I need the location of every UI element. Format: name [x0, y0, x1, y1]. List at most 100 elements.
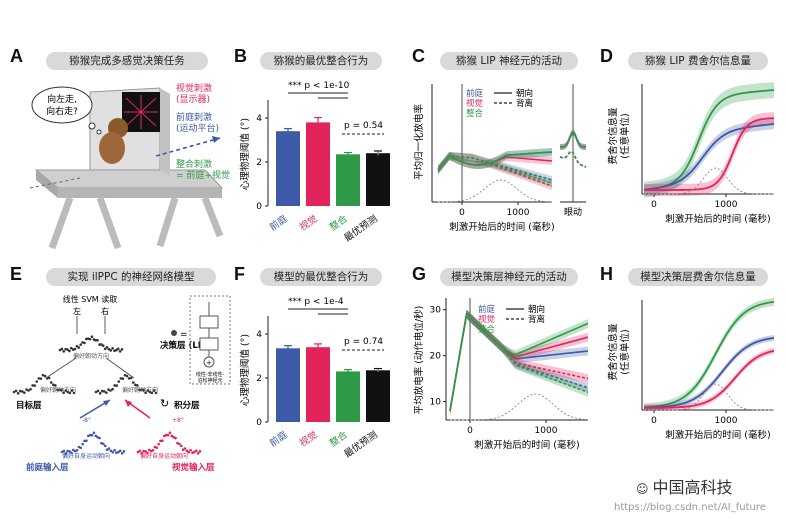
- neuron-dot: [134, 383, 137, 387]
- neuron-dot: [83, 341, 86, 345]
- neuron-dot: [151, 448, 155, 452]
- category-label: 整合: [327, 212, 350, 233]
- neuron-dot: [62, 391, 65, 395]
- panel-letter-b: B: [234, 46, 247, 66]
- neuron-dot: [29, 387, 32, 391]
- neuron-dot: [90, 433, 94, 437]
- confidence-band: [438, 152, 552, 174]
- neuron-dot: [68, 450, 71, 453]
- y-tick-label: 4: [256, 114, 262, 124]
- neuron-dot: [71, 448, 75, 452]
- neuron-dot: [125, 374, 129, 378]
- y-tick-label: 0: [256, 202, 262, 212]
- neuron-dot: [179, 444, 183, 448]
- title-e: 实现 ilPPC 的神经网络模型: [46, 268, 216, 286]
- neuron-dot: [115, 384, 118, 387]
- neuron-dot: [43, 374, 47, 378]
- neuron-dot: [107, 347, 111, 351]
- neuron-dot: [98, 436, 101, 440]
- neuron-dot: [92, 431, 96, 435]
- confidence-band: [438, 152, 552, 187]
- neuron-dot: [56, 388, 59, 392]
- neuron-dot: [94, 434, 98, 438]
- bar: [276, 131, 300, 206]
- neuron-dot: [109, 389, 112, 392]
- neuron-dot: [142, 388, 145, 392]
- legend-vis: 视觉: [466, 98, 484, 109]
- category-label: 前庭: [267, 212, 290, 233]
- neuron-dot: [138, 449, 142, 453]
- neuron-dot: [121, 377, 125, 380]
- right-label: 右: [101, 306, 109, 316]
- neuron-dot: [101, 344, 105, 347]
- neuron-dot: [147, 448, 151, 452]
- y-axis-label-2: (任意单位): [619, 113, 631, 158]
- neuron-dot: [88, 337, 92, 341]
- trace-line: [643, 123, 775, 191]
- vestibular-input-label: 前庭输入层: [26, 462, 69, 473]
- neuron-dot: [66, 390, 70, 394]
- neuron-dot: [187, 450, 191, 454]
- neuron-dot: [60, 347, 64, 351]
- neuron-dot: [70, 451, 73, 455]
- neuron-dot: [115, 348, 118, 352]
- confidence-band: [450, 309, 588, 416]
- neuron-dot: [20, 390, 24, 393]
- neuron-dot: [49, 381, 53, 384]
- neuron-dot: [103, 444, 107, 448]
- neuron-dot: [166, 433, 170, 437]
- y-axis-label-1: 费舍尔信息量: [607, 323, 619, 381]
- neuron-dot: [127, 377, 131, 380]
- legend-toward: 朝向: [516, 88, 533, 99]
- neuron-dot: [107, 447, 111, 450]
- x-tick-label: 0: [459, 208, 465, 218]
- pref-dir-label-2: 偏好朝动方向: [40, 386, 76, 394]
- neuron-dot: [81, 442, 84, 446]
- neuron-dot: [75, 344, 79, 348]
- neuron-dot: [122, 450, 126, 453]
- neuron-dot: [47, 376, 51, 380]
- neuron-dot: [185, 449, 189, 453]
- neuron-dot: [113, 448, 116, 452]
- neuron-dot: [73, 347, 77, 351]
- source-url: https://blog.csdn.net/AI_future: [614, 502, 766, 513]
- panel-letter-c: C: [412, 46, 425, 66]
- neuron-dot: [154, 391, 158, 395]
- neuron-dot: [140, 388, 143, 391]
- title-b: 猕猴的最优整合行为: [260, 52, 382, 70]
- neuron-dot: [62, 350, 66, 353]
- neuron-dot: [70, 389, 74, 392]
- brand-logo: ☺ 中国高科技: [636, 474, 733, 498]
- confidence-band: [644, 297, 774, 412]
- neuron-dot: [131, 381, 135, 384]
- neuron-dot: [105, 448, 109, 452]
- trace-line: [644, 383, 775, 411]
- neuron-dot: [94, 390, 98, 394]
- bar: [336, 371, 360, 422]
- neuron-dot: [109, 449, 113, 453]
- neuron-dot: [60, 388, 63, 392]
- neuron-dot: [54, 384, 57, 387]
- bar: [306, 122, 330, 206]
- panel-e-network-diagram: 线性 SVM 读取 左 右 偏好朝动方向 决策层 (LIP) 目标层 偏好朝动方…: [12, 294, 231, 473]
- neuron-dot: [100, 343, 103, 346]
- panel-letter-g: G: [412, 264, 427, 284]
- lnp-label-2: 泊松神经元: [197, 377, 222, 384]
- neuron-dot: [198, 450, 202, 453]
- chart-d-lip-fisher: 0 1000 刺激开始后的时间 (毫秒) 费舍尔信息量 (任意单位): [607, 82, 775, 225]
- neuron-dot: [79, 343, 82, 346]
- neuron-dot: [41, 373, 45, 377]
- neuron-dot: [111, 347, 114, 350]
- svm-readout-label: 线性 SVM 读取: [63, 294, 118, 304]
- left-label: 左: [73, 306, 81, 316]
- trace-line: [644, 117, 775, 191]
- neuron-dot: [144, 450, 147, 453]
- neuron-dot: [12, 390, 16, 394]
- neuron-dot: [146, 451, 149, 455]
- neuron-dot: [75, 448, 79, 452]
- confidence-band: [450, 309, 588, 416]
- neuron-dot: [118, 350, 122, 353]
- neuron-dot: [123, 373, 127, 377]
- neuron-dot: [100, 389, 104, 393]
